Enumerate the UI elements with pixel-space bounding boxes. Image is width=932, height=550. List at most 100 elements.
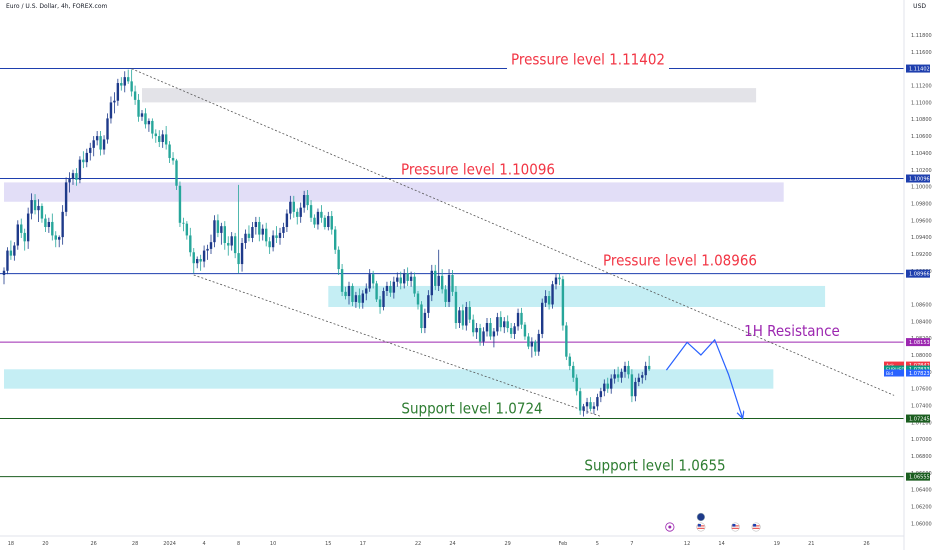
price-axis[interactable]: 1.11800 1.11600 1.11200 1.11000 1.10800 1.106… xyxy=(884,0,932,550)
candle xyxy=(334,226,337,254)
candle-body xyxy=(182,222,185,224)
candle xyxy=(375,280,378,302)
candle-body xyxy=(444,289,447,302)
candle xyxy=(171,152,175,165)
candle xyxy=(420,301,423,334)
candle xyxy=(468,301,471,323)
dividend-icon[interactable] xyxy=(665,522,675,532)
candle-body xyxy=(316,211,320,225)
candle-body xyxy=(233,236,237,254)
candle xyxy=(596,393,599,411)
candle-body xyxy=(64,182,68,212)
candle-body xyxy=(399,277,402,284)
candle-body xyxy=(323,217,327,228)
us-flag-icon[interactable] xyxy=(696,522,706,532)
candle xyxy=(164,125,168,150)
candle xyxy=(406,267,409,286)
y-tick-label: 1.10000 xyxy=(911,185,932,191)
candle xyxy=(458,306,461,329)
candle xyxy=(116,78,120,106)
x-tick-label: 12 xyxy=(684,541,690,547)
candle-body xyxy=(358,295,361,303)
us-flag-icon[interactable] xyxy=(730,522,740,532)
candle-body xyxy=(371,274,375,284)
candle-body xyxy=(496,317,499,332)
price-tag-name-bg-1 xyxy=(884,365,904,373)
candle-body xyxy=(516,312,520,327)
zone-0 xyxy=(142,88,757,103)
candle xyxy=(182,217,185,232)
x-tick-label: 24 xyxy=(449,541,455,547)
x-tick-label: 19 xyxy=(774,541,780,547)
candle xyxy=(616,366,620,382)
candle xyxy=(64,177,68,217)
candle-body xyxy=(40,205,44,219)
candle-body xyxy=(547,296,551,305)
candle-body xyxy=(365,288,368,294)
candle xyxy=(337,246,340,275)
candle xyxy=(282,222,285,238)
candle-body xyxy=(199,259,202,262)
level-label-1: Pressure level 1.10096 xyxy=(401,161,555,179)
candle xyxy=(516,308,520,331)
y-tick-label: 1.11800 xyxy=(911,33,932,39)
candle-body xyxy=(313,217,316,225)
candle xyxy=(465,301,468,331)
candle xyxy=(113,92,116,114)
x-tick-label: 29 xyxy=(505,541,511,547)
candle-body xyxy=(585,402,589,407)
candle-body xyxy=(340,269,344,292)
candle xyxy=(634,377,637,402)
currency-label[interactable]: USD xyxy=(913,3,926,10)
candle xyxy=(503,317,506,334)
candle-body xyxy=(306,195,309,206)
candle-body xyxy=(447,275,451,302)
candle xyxy=(509,322,513,339)
candle xyxy=(389,280,392,297)
candle-body xyxy=(485,322,489,332)
level-tag-2: 1.08966 xyxy=(909,272,930,278)
level-label-2: Pressure level 1.08966 xyxy=(603,252,757,270)
candle xyxy=(599,387,603,403)
candle-body xyxy=(385,285,389,291)
candle-body xyxy=(582,406,585,411)
candle-body xyxy=(175,160,178,186)
level-tag-bg-2 xyxy=(906,269,930,278)
candle xyxy=(30,193,33,220)
candle xyxy=(47,217,51,233)
candle xyxy=(623,361,627,378)
candle-body xyxy=(289,201,292,214)
candle xyxy=(168,141,171,164)
candle xyxy=(409,271,413,287)
candle-body xyxy=(158,136,161,142)
candle xyxy=(202,245,206,268)
candle-body xyxy=(430,270,433,296)
candle-body xyxy=(37,205,40,211)
candle xyxy=(130,69,133,97)
candle-body xyxy=(647,365,651,370)
candle-body xyxy=(171,157,175,161)
candle xyxy=(427,290,430,318)
events-layer[interactable] xyxy=(665,512,761,532)
candle-body xyxy=(389,285,392,293)
time-axis[interactable]: 18 20 26 28 2024 4 8 10 15 17 22 24 29 Feb 5 7 12 14 19 21 2… xyxy=(0,535,904,547)
candle xyxy=(572,361,575,382)
candle-body xyxy=(137,99,140,117)
candle xyxy=(544,290,547,307)
candle-body xyxy=(523,324,527,337)
candle-body xyxy=(30,200,33,214)
candle xyxy=(378,296,382,314)
candle xyxy=(578,387,582,415)
candle xyxy=(327,211,330,231)
candle xyxy=(416,290,420,310)
candle xyxy=(323,215,327,230)
us-flag-icon[interactable] xyxy=(751,522,761,532)
candle-body xyxy=(468,306,471,320)
candle xyxy=(106,113,109,144)
earnings-icon[interactable] xyxy=(696,512,706,522)
candle-body xyxy=(382,290,385,307)
candle-body xyxy=(271,235,275,248)
candle-body xyxy=(451,275,454,292)
candle-body xyxy=(427,295,430,313)
